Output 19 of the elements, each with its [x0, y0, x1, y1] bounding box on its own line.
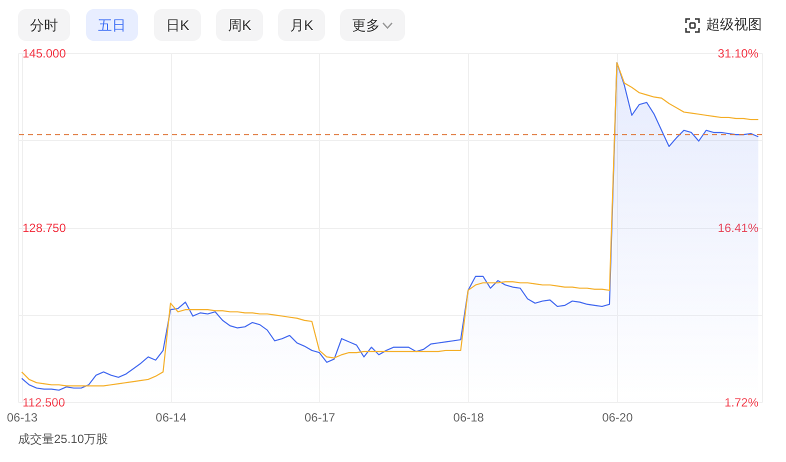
text: 周K — [228, 17, 252, 33]
y2-tick-label: 16.41% — [718, 221, 759, 235]
y-tick-label: 145.000 — [22, 46, 66, 60]
y-tick-label: 128.750 — [22, 221, 66, 235]
x-tick-label: 06-18 — [453, 410, 484, 424]
x-tick-label: 06-17 — [304, 410, 336, 424]
text: 月K — [290, 17, 314, 33]
text: 超级视图 — [706, 16, 762, 34]
y2-tick-label: 31.10% — [718, 46, 759, 60]
y2-tick-label: 1.72% — [724, 396, 759, 410]
text: 日K — [166, 17, 190, 33]
x-tick-label: 06-20 — [602, 410, 634, 424]
y-tick-label: 112.500 — [22, 396, 66, 410]
text: 更多 — [352, 17, 380, 33]
text: 分时 — [30, 17, 58, 33]
x-tick-label: 06-14 — [156, 410, 187, 424]
x-tick-label: 06-13 — [6, 410, 38, 424]
text: 五日 — [98, 17, 126, 33]
text: 成交量25.10万股 — [18, 431, 108, 448]
